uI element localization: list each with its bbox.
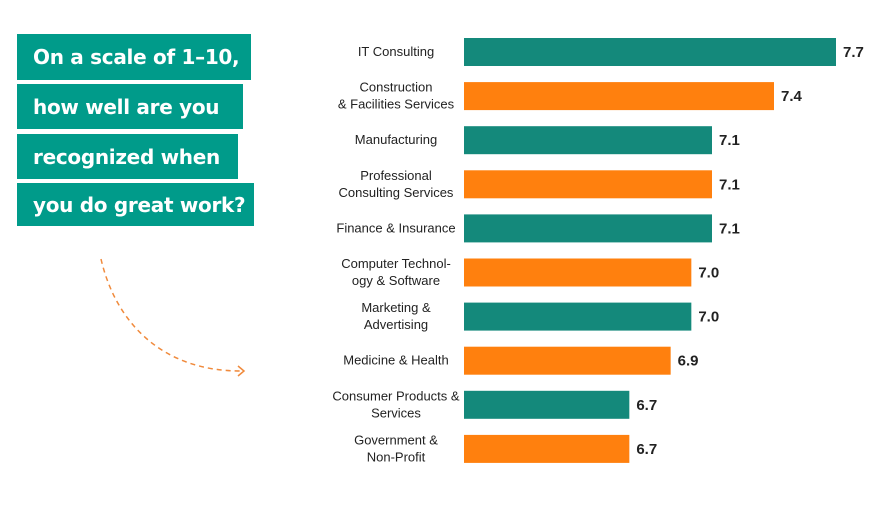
value-label: 7.4 (781, 88, 803, 105)
bar (464, 126, 712, 155)
category-label: IT Consulting (358, 44, 434, 59)
category-label: Government & Non-Profit (354, 432, 438, 464)
arrowhead-icon (237, 365, 246, 377)
bar (464, 302, 692, 331)
value-label: 6.7 (636, 397, 657, 414)
value-label: 7.0 (698, 309, 719, 326)
category-label: Marketing & Advertising (361, 300, 431, 332)
category-label: Medicine & Health (343, 353, 449, 368)
value-label: 7.1 (719, 132, 740, 149)
value-label: 7.7 (843, 44, 864, 61)
value-label: 7.1 (719, 176, 740, 193)
bar (464, 170, 712, 199)
question-line-1: On a scale of 1–10, (17, 34, 251, 80)
category-label: Finance & Insurance (336, 220, 455, 235)
question-line-3: recognized when (17, 134, 238, 179)
value-label: 7.0 (698, 265, 719, 282)
bar (464, 82, 774, 111)
question-line-4: you do great work? (17, 183, 254, 226)
category-label: Professional Consulting Services (339, 168, 454, 200)
dashed-arrow-icon (100, 258, 244, 372)
question-line-2: how well are you (17, 84, 243, 129)
bar (464, 214, 712, 243)
category-label: Construction & Facilities Services (338, 80, 455, 112)
value-label: 6.7 (636, 441, 657, 458)
category-label: Consumer Products & Services (332, 388, 459, 420)
bar (464, 346, 671, 375)
bar (464, 38, 836, 66)
value-label: 7.1 (719, 220, 740, 237)
bar (464, 434, 630, 463)
category-label: Computer Technol-ogy & Software (341, 256, 451, 288)
bar (464, 258, 692, 287)
category-label: Manufacturing (355, 132, 437, 147)
value-label: 6.9 (678, 353, 699, 370)
bar (464, 390, 630, 419)
